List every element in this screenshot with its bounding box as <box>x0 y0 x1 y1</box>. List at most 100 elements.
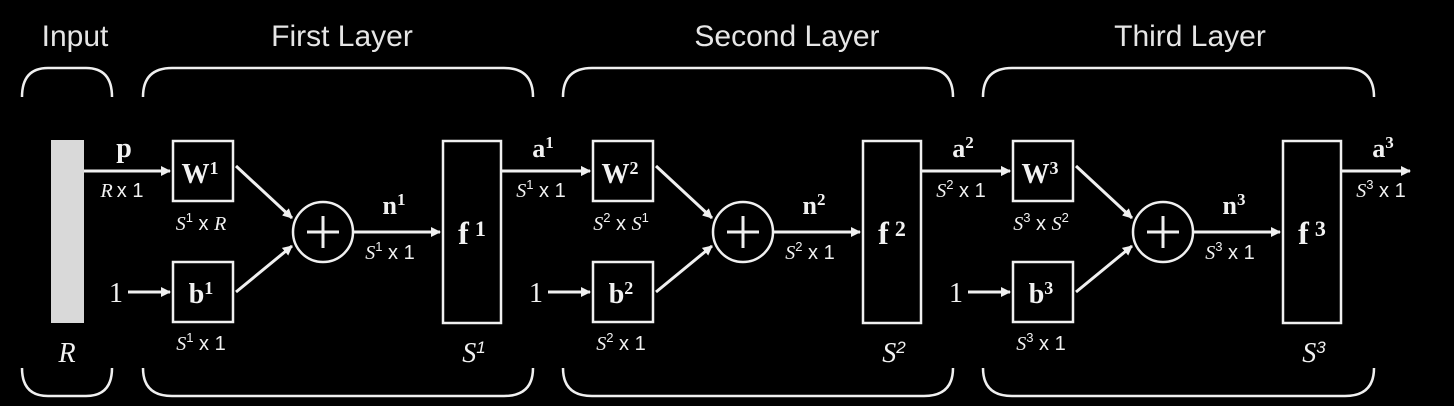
layer3-bias-label-part: 3 <box>1044 278 1053 298</box>
layer2-output-label: a2 <box>952 133 974 163</box>
header-first-layer: First Layer <box>271 20 413 53</box>
layer2-weight-label-part: W <box>602 159 630 190</box>
layer2-weight-label: W2 <box>602 158 639 190</box>
layer3-net-dim-part: x 1 <box>1222 242 1254 264</box>
layer3-net-label-part: 3 <box>1237 190 1246 209</box>
layer2-net-label-part: n <box>803 191 818 220</box>
layer2-bias-label-part: b <box>609 279 625 310</box>
layer2-bias-label: b2 <box>609 278 634 310</box>
layer3-bias-dim: S3 x 1 <box>1016 330 1065 355</box>
layer1-transfer-box <box>441 139 503 325</box>
layer1-net-dim-part: 1 <box>375 239 382 254</box>
input-vector-bar <box>51 140 84 323</box>
layer1-output-label-part: 1 <box>545 133 554 152</box>
first-layer-bottom-bracket <box>141 367 535 398</box>
layer1-weight-dim-part: R <box>213 213 226 235</box>
layer1-bias-label-part: 1 <box>204 278 213 298</box>
layer3-transfer-label-part: f <box>1298 215 1309 251</box>
layer1-bias-box <box>171 260 235 324</box>
layer1-bias-dim-part: x 1 <box>193 333 225 355</box>
layer3-transfer-box <box>1281 139 1343 325</box>
layer3-bias-dim-part: x 1 <box>1033 333 1065 355</box>
layer2-b-to-sum-arrow <box>655 244 713 294</box>
layer3-weight-dim-part: S <box>1013 213 1023 235</box>
layer2-net-dim-part: x 1 <box>802 242 834 264</box>
layer3-net-dim-part: S <box>1205 242 1215 264</box>
layer3-output-label-part: a <box>1372 134 1385 163</box>
layer1-net-label: n1 <box>383 190 406 220</box>
layer3-net-dim-part: 3 <box>1215 239 1222 254</box>
layer2-bias-dim-part: x 1 <box>613 333 645 355</box>
layer1-weight-dim-part: 1 <box>186 210 193 225</box>
layer3-bias-label-part: b <box>1029 279 1045 310</box>
layer1-b-to-sum-arrow <box>235 244 293 294</box>
layer2-output-dim-part: 2 <box>946 177 953 192</box>
layer2-output-dim-part: x 1 <box>953 180 985 202</box>
layer1-bias-one-part: 1 <box>109 278 123 309</box>
layer2-output-dim: S2 x 1 <box>936 177 985 202</box>
layer2-bias-one: 1 <box>529 278 543 309</box>
layer2-bias-one-part: 1 <box>529 278 543 309</box>
layer1-output-dim-part: S <box>516 180 526 202</box>
layer2-transfer-box <box>861 139 923 325</box>
layer2-net-dim-part: S <box>785 242 795 264</box>
layer3-output-dim-part: x 1 <box>1373 180 1405 202</box>
layer2-size-label-part: S <box>882 338 896 369</box>
layer1-weight-box <box>171 139 235 203</box>
layer2-weight-label-part: 2 <box>630 158 639 178</box>
third-layer-bottom-bracket <box>981 367 1376 398</box>
layer1-size-label-part: 1 <box>476 338 485 357</box>
layer1-bias-label: b1 <box>189 278 214 310</box>
layer2-weight-dim-part: 1 <box>642 210 649 225</box>
layer1-size-label-part: S <box>462 338 476 369</box>
layer3-weight-dim-part: x <box>1030 213 1051 235</box>
layer3-bias-box <box>1011 260 1075 324</box>
layer2-net-label-part: 2 <box>817 190 826 209</box>
layer2-weight-dim-part: S <box>632 213 642 235</box>
layer1-weight-label-part: W <box>182 159 210 190</box>
layer3-bias-label: b3 <box>1029 278 1054 310</box>
layer3-bias-dim-part: S <box>1016 333 1026 355</box>
layer2-output-dim-part: S <box>936 180 946 202</box>
layer1-transfer-label-part: f <box>458 215 469 251</box>
layer2-transfer-label-part: f <box>878 215 889 251</box>
layer2-weight-dim: S2 x S1 <box>593 210 649 235</box>
layer1-output-dim-part: x 1 <box>533 180 565 202</box>
layer1-bias-label-part: b <box>189 279 205 310</box>
layer1-size-label: S1 <box>462 338 485 369</box>
layer3-bias-dim-part: 3 <box>1026 330 1033 345</box>
layer3-output-label-part: 3 <box>1385 133 1394 152</box>
layer1-output-label-part: a <box>532 134 545 163</box>
layer2-output-label-part: 2 <box>965 133 974 152</box>
layer2-output-label-part: a <box>952 134 965 163</box>
layer3-weight-dim-part: S <box>1052 213 1062 235</box>
layer1-net-label-part: 1 <box>397 190 406 209</box>
third-layer-top-bracket <box>981 66 1376 98</box>
layer2-weight-dim-part: 2 <box>603 210 610 225</box>
layer1-bias-dim-part: S <box>176 333 186 355</box>
second-layer-top-bracket <box>561 66 955 98</box>
layer1-net-label-part: n <box>383 191 398 220</box>
layer2-net-label: n2 <box>803 190 826 220</box>
layer1-bias-one: 1 <box>109 278 123 309</box>
layer1-weight-label-part: 1 <box>210 158 219 178</box>
layer1-transfer-label-part: 1 <box>475 216 486 241</box>
layer2-bias-label-part: 2 <box>624 278 633 298</box>
second-layer-bottom-bracket <box>561 367 955 398</box>
input-bottom-bracket <box>20 367 114 398</box>
layer1-bias-dim: S1 x 1 <box>176 330 225 355</box>
layer1-w-to-sum-arrow <box>234 164 294 220</box>
layer3-output-dim: S3 x 1 <box>1356 177 1405 202</box>
layer1-weight-dim-part: x <box>193 213 214 235</box>
layer3-output-dim-part: 3 <box>1366 177 1373 192</box>
layer2-bias-dim-part: 2 <box>606 330 613 345</box>
header-input: Input <box>42 20 109 53</box>
layer1-weight-dim: S1 x R <box>176 210 227 235</box>
layer3-weight-label-part: 3 <box>1050 158 1059 178</box>
layer2-bias-box <box>591 260 655 324</box>
layer2-bias-dim: S2 x 1 <box>596 330 645 355</box>
